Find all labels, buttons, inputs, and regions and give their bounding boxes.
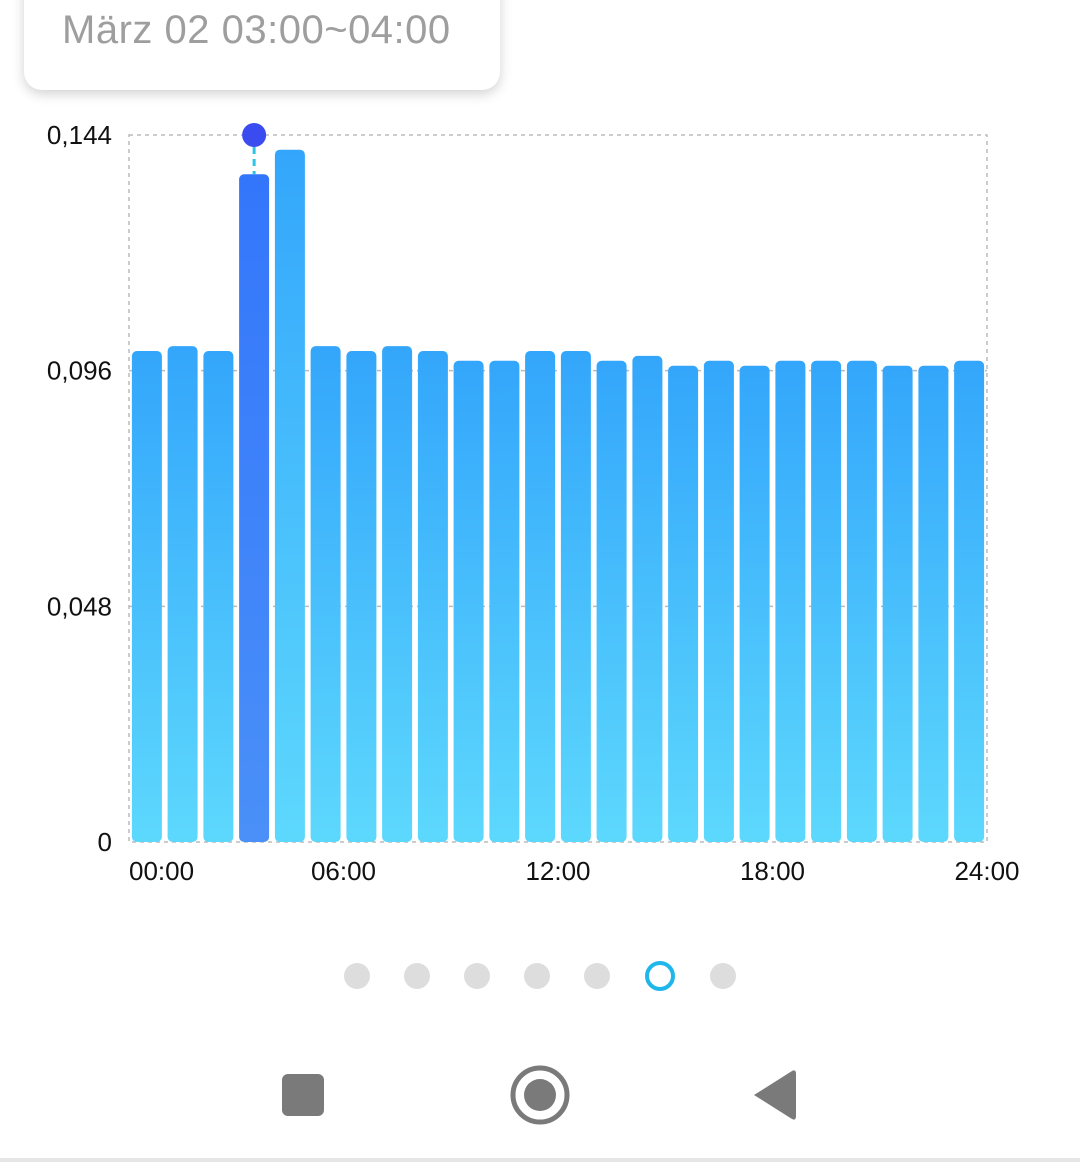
bar-0000[interactable] — [131, 351, 162, 842]
bar-1600[interactable] — [703, 360, 734, 842]
bar-1500[interactable] — [668, 365, 699, 842]
bar-1800[interactable] — [775, 360, 806, 842]
page-dot-3[interactable] — [464, 963, 490, 989]
usage-bar-chart: 0 0,048 0,096 0,144 00:00 06:00 12:00 18:00 24:0… — [47, 120, 1020, 886]
tooltip-time-range: März 02 03:00~04:00 — [62, 8, 451, 52]
y-tick-label: 0 — [98, 827, 112, 857]
bar-1300[interactable] — [596, 360, 627, 842]
chart-bars[interactable] — [131, 149, 985, 843]
bar-0400[interactable] — [274, 149, 305, 842]
selection-point — [242, 123, 267, 147]
page-dot-2[interactable] — [404, 963, 430, 989]
value-tooltip: März 02 03:00~04:00 — [24, 0, 500, 90]
bar-0600[interactable] — [346, 351, 377, 842]
page-dot-1[interactable] — [344, 963, 370, 989]
bar-0800[interactable] — [417, 351, 448, 842]
plot-area-border — [128, 134, 988, 843]
x-tick-label: 06:00 — [311, 856, 376, 886]
recent-apps-button[interactable] — [248, 1040, 358, 1150]
back-triangle-icon — [754, 1070, 796, 1120]
chart-grid — [128, 134, 988, 843]
bottom-divider — [0, 1158, 1080, 1162]
x-tick-label: 00:00 — [129, 856, 194, 886]
page-dot-6[interactable] — [645, 961, 675, 991]
bar-2100[interactable] — [882, 365, 913, 842]
bar-0200[interactable] — [203, 351, 234, 842]
page-dot-5[interactable] — [584, 963, 610, 989]
bar-2300[interactable] — [954, 360, 985, 842]
home-button[interactable] — [485, 1040, 595, 1150]
bar-0500[interactable] — [310, 346, 341, 842]
y-tick-label: 0,096 — [47, 356, 112, 386]
bar-2000[interactable] — [846, 360, 877, 842]
y-tick-label: 0,048 — [47, 591, 112, 621]
bar-0700[interactable] — [382, 346, 413, 842]
chart-selection-marker — [242, 123, 267, 175]
bar-1000[interactable] — [489, 360, 520, 842]
square-icon — [282, 1074, 324, 1116]
page-indicator[interactable] — [0, 958, 1080, 994]
home-circle-icon — [510, 1065, 570, 1125]
bar-0100[interactable] — [167, 346, 198, 842]
page-dot-4[interactable] — [524, 963, 550, 989]
bar-0300[interactable] — [239, 174, 270, 843]
x-tick-label: 24:00 — [954, 856, 1019, 886]
page-dot-7[interactable] — [710, 963, 736, 989]
x-tick-label: 12:00 — [525, 856, 590, 886]
bar-0900[interactable] — [453, 360, 484, 842]
bar-1400[interactable] — [632, 355, 663, 842]
bar-2200[interactable] — [918, 365, 949, 842]
x-tick-label: 18:00 — [740, 856, 805, 886]
bar-1200[interactable] — [560, 351, 591, 842]
bar-1900[interactable] — [811, 360, 842, 842]
bar-1700[interactable] — [739, 365, 770, 842]
y-tick-label: 0,144 — [47, 120, 112, 150]
chart-axis-labels: 0 0,048 0,096 0,144 00:00 06:00 12:00 18:00 24:0… — [47, 120, 1020, 886]
back-button[interactable] — [720, 1040, 830, 1150]
bar-1100[interactable] — [525, 351, 556, 842]
system-navigation-bar — [0, 1040, 1080, 1150]
